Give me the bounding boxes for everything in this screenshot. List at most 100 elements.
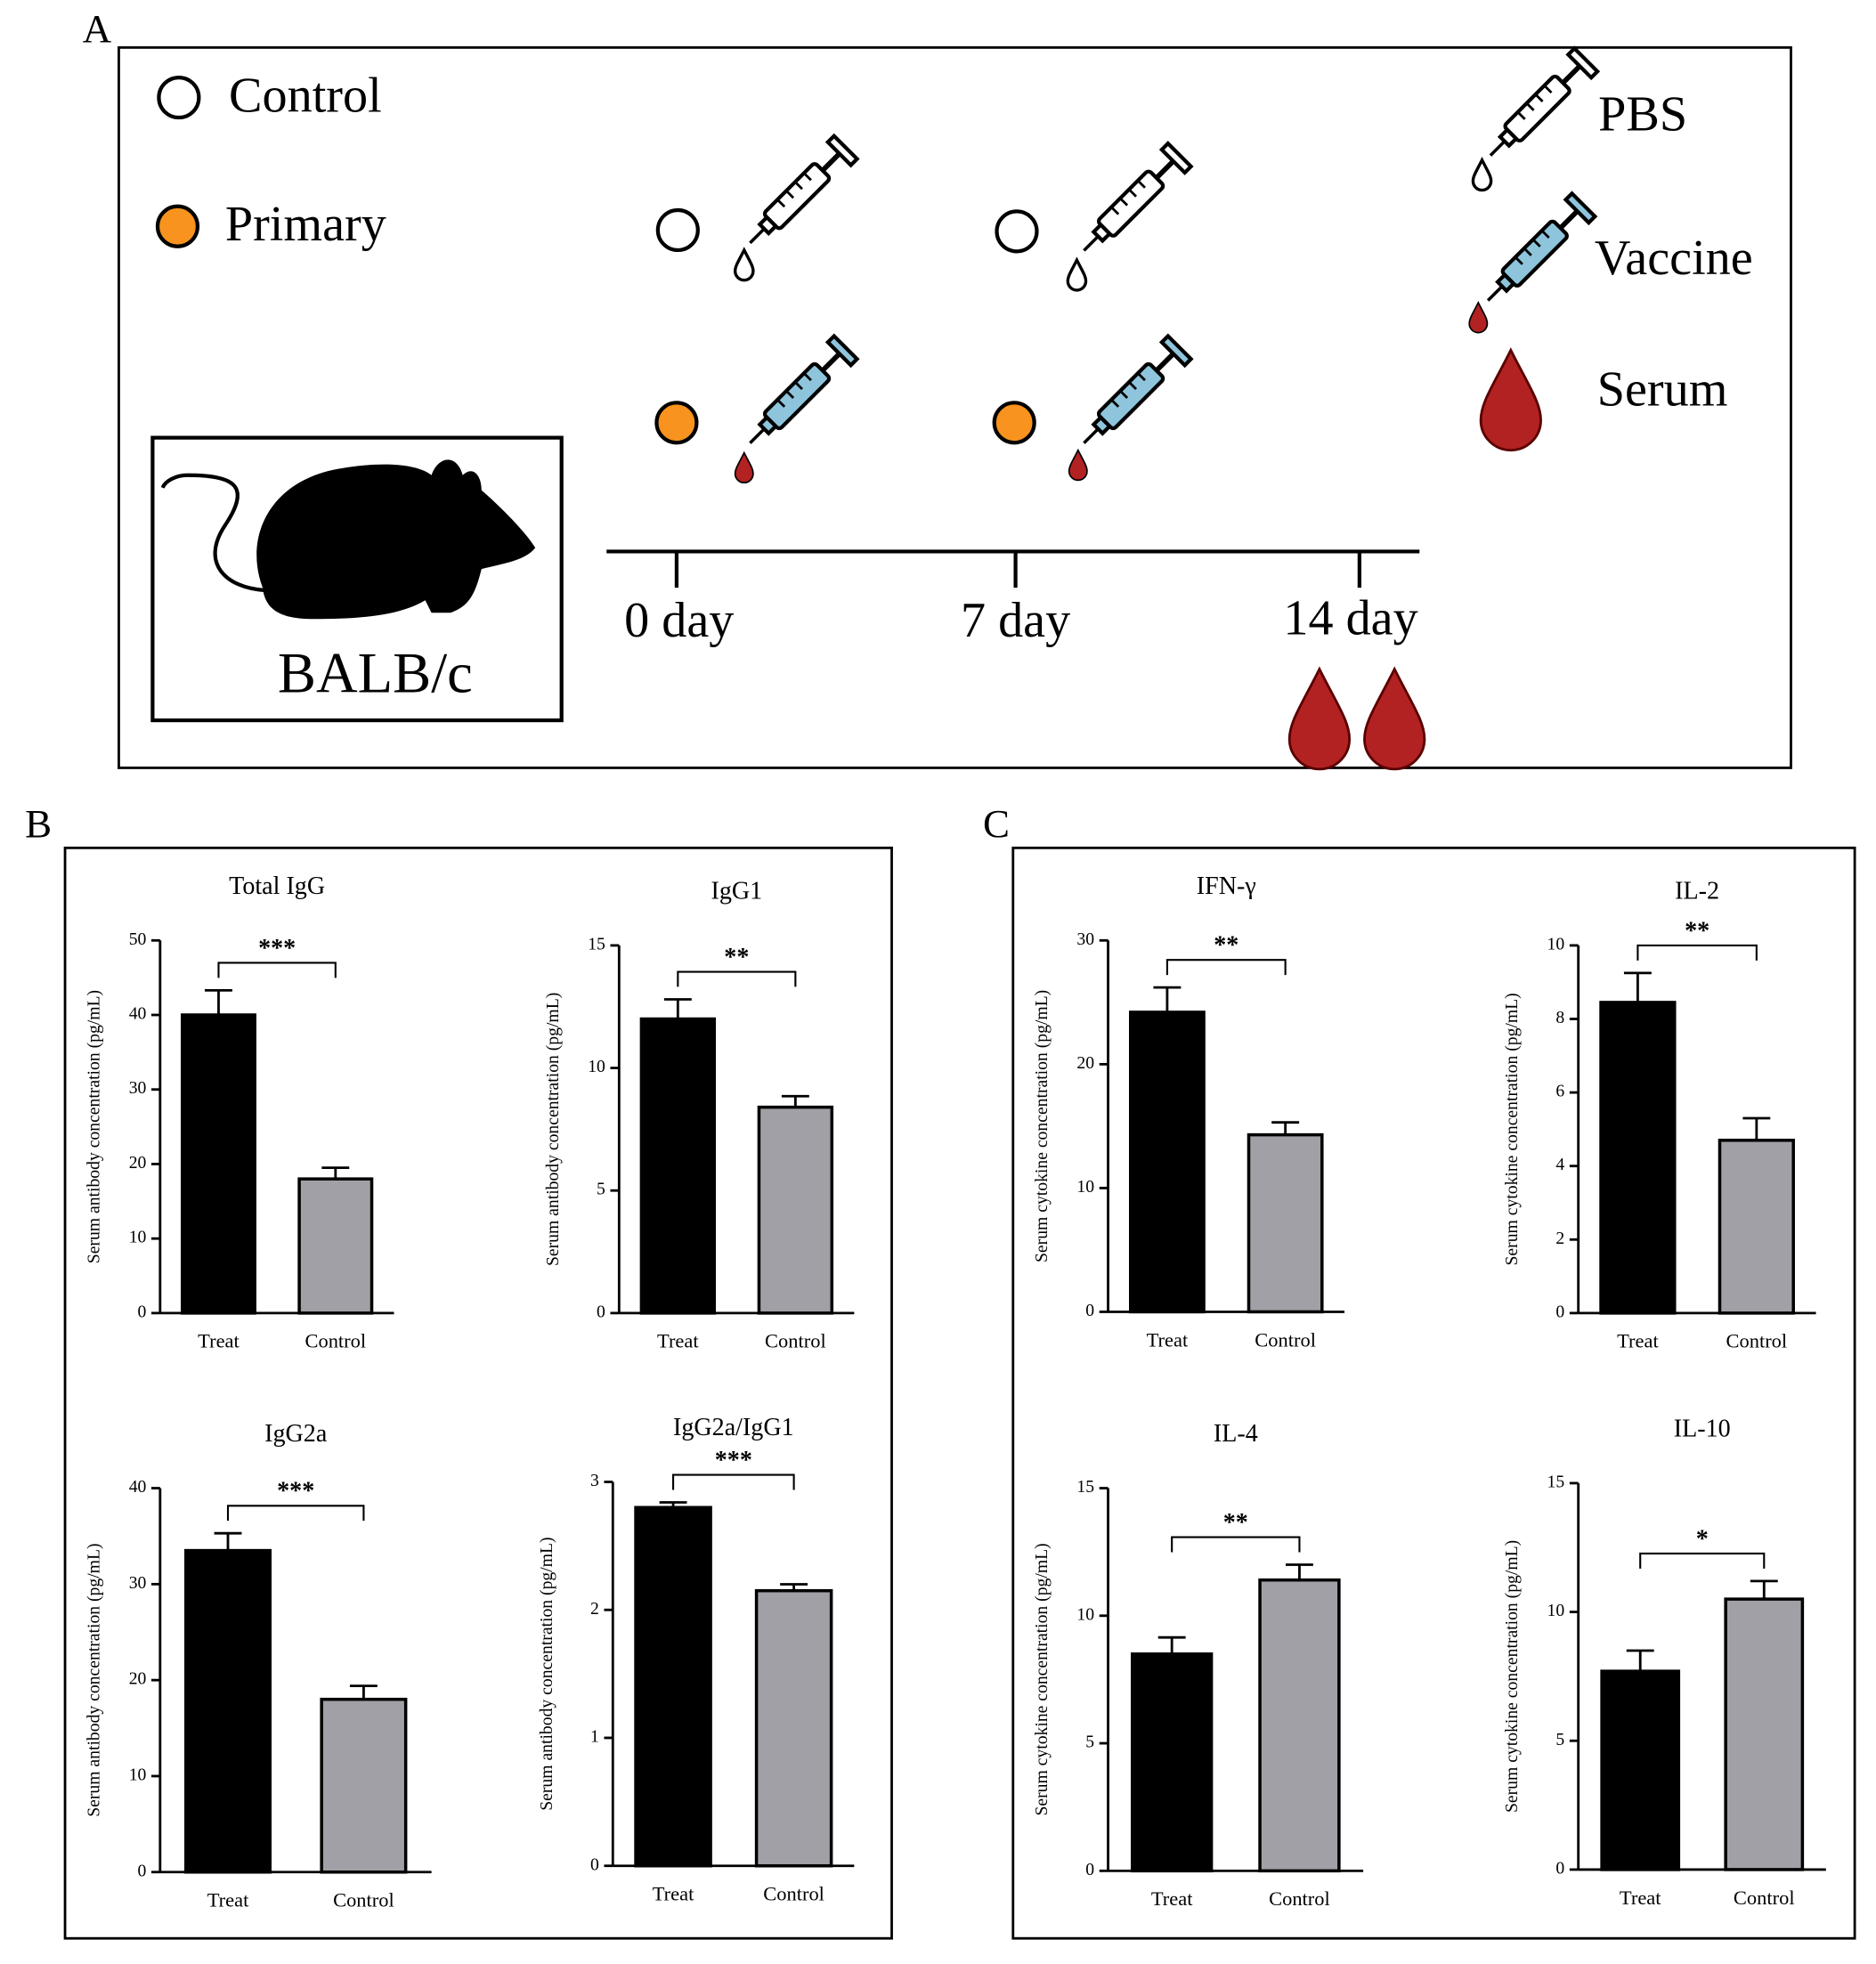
y-axis-label: Serum antibody concentration (pg/mL) bbox=[84, 990, 103, 1263]
drop-icon bbox=[1479, 348, 1542, 452]
y-tick-label: 30 bbox=[1076, 929, 1094, 949]
syringe-icon bbox=[1073, 143, 1191, 262]
panel-label: C bbox=[983, 801, 1010, 846]
legend-marker bbox=[157, 75, 201, 120]
x-tick-label: Control bbox=[1255, 1328, 1316, 1351]
y-tick-label: 2 bbox=[590, 1599, 599, 1619]
bar bbox=[1247, 1132, 1324, 1314]
error-bar bbox=[659, 1501, 687, 1508]
chart-title: IgG2a/IgG1 bbox=[673, 1414, 794, 1441]
x-tick-label: Control bbox=[765, 1330, 826, 1352]
group-marker bbox=[992, 401, 1036, 445]
bar bbox=[754, 1588, 833, 1868]
timeline-label: 7 day bbox=[961, 593, 1070, 648]
y-tick-label: 0 bbox=[1085, 1860, 1094, 1879]
y-tick-label: 15 bbox=[1076, 1477, 1094, 1497]
syringe-icon bbox=[738, 136, 857, 255]
chart-title: IgG1 bbox=[711, 877, 762, 905]
legend-label: Primary bbox=[225, 197, 386, 252]
x-tick-label: Treat bbox=[657, 1330, 699, 1352]
significance-bracket bbox=[1165, 959, 1287, 976]
y-tick-label: 4 bbox=[1555, 1155, 1564, 1174]
y-tick-label: 0 bbox=[1555, 1858, 1564, 1878]
syringe-icon bbox=[738, 336, 857, 454]
chart-title: IL-4 bbox=[1214, 1420, 1258, 1448]
error-bar bbox=[1623, 971, 1652, 1002]
y-tick-label: 1 bbox=[590, 1727, 599, 1747]
y-tick-label: 30 bbox=[129, 1078, 147, 1098]
bar bbox=[1718, 1139, 1795, 1315]
y-axis-label: Serum cytokine concentration (pg/mL) bbox=[1032, 990, 1052, 1262]
y-tick-label: 8 bbox=[1555, 1008, 1564, 1027]
y-tick-label: 2 bbox=[1555, 1229, 1564, 1248]
x-tick-label: Control bbox=[763, 1883, 824, 1905]
drop-icon bbox=[734, 451, 754, 484]
error-bar bbox=[205, 988, 232, 1016]
syringe-icon bbox=[1476, 193, 1595, 312]
y-tick-label: 10 bbox=[129, 1228, 147, 1247]
bar bbox=[181, 1013, 256, 1315]
x-tick-label: Treat bbox=[653, 1883, 694, 1905]
significance-label: ** bbox=[1214, 932, 1238, 960]
error-bar bbox=[1626, 1649, 1654, 1672]
x-tick-label: Treat bbox=[1617, 1330, 1659, 1352]
significance-label: ** bbox=[1223, 1509, 1248, 1537]
significance-label: *** bbox=[715, 1447, 752, 1474]
drop-icon bbox=[733, 248, 755, 282]
y-tick-label: 20 bbox=[1076, 1053, 1094, 1073]
x-tick-label: Control bbox=[1734, 1887, 1795, 1909]
significance-label: *** bbox=[277, 1478, 314, 1505]
y-tick-label: 50 bbox=[129, 929, 147, 949]
y-tick-label: 20 bbox=[129, 1669, 147, 1689]
significance-bracket bbox=[1171, 1536, 1301, 1553]
panel-label: B bbox=[25, 801, 52, 846]
drop-icon bbox=[1471, 158, 1493, 192]
y-axis-label: Serum antibody concentration (pg/mL) bbox=[543, 993, 563, 1266]
error-bar bbox=[663, 998, 692, 1019]
significance-bracket bbox=[217, 962, 337, 978]
drop-icon bbox=[1068, 449, 1088, 482]
key-label: Vaccine bbox=[1595, 231, 1753, 286]
panel-frame bbox=[1011, 846, 1856, 1940]
drop-icon bbox=[1066, 258, 1088, 292]
chart-title: Total IgG bbox=[229, 872, 325, 900]
chart-title: IgG2a bbox=[264, 1420, 328, 1448]
y-tick-label: 15 bbox=[588, 934, 605, 954]
significance-label: * bbox=[1696, 1525, 1709, 1553]
y-tick-label: 10 bbox=[1076, 1604, 1094, 1624]
x-tick-label: Control bbox=[305, 1330, 366, 1352]
y-tick-label: 0 bbox=[138, 1302, 147, 1321]
y-axis-label: Serum cytokine concentration (pg/mL) bbox=[1032, 1543, 1052, 1815]
error-bar bbox=[1271, 1121, 1300, 1135]
significance-bracket bbox=[1639, 1552, 1766, 1569]
significance-bracket bbox=[1636, 944, 1758, 961]
error-bar bbox=[321, 1166, 350, 1180]
significance-bracket bbox=[677, 970, 797, 987]
bar bbox=[634, 1505, 712, 1868]
y-tick-label: 5 bbox=[597, 1180, 605, 1199]
panel-label: A bbox=[83, 6, 112, 51]
bar bbox=[757, 1105, 834, 1315]
x-tick-label: Control bbox=[333, 1889, 394, 1911]
x-tick-label: Treat bbox=[207, 1889, 249, 1911]
x-tick-label: Treat bbox=[1147, 1328, 1189, 1351]
y-tick-label: 0 bbox=[1555, 1302, 1564, 1321]
error-bar bbox=[1285, 1563, 1313, 1580]
syringe-icon bbox=[1073, 336, 1191, 454]
bar bbox=[1724, 1597, 1805, 1871]
significance-label: ** bbox=[724, 944, 749, 971]
panel-frame bbox=[118, 45, 1792, 769]
drop-icon bbox=[1468, 302, 1489, 334]
timeline-label: 14 day bbox=[1283, 590, 1417, 645]
chart-title: IFN-γ bbox=[1197, 872, 1256, 900]
bar bbox=[297, 1177, 374, 1315]
syringe-icon bbox=[1479, 48, 1597, 166]
y-axis-label: Serum antibody concentration (pg/mL) bbox=[537, 1537, 556, 1810]
significance-bracket bbox=[226, 1505, 365, 1522]
y-axis-label: Serum antibody concentration (pg/mL) bbox=[84, 1543, 103, 1816]
y-axis-label: Serum cytokine concentration (pg/mL) bbox=[1502, 993, 1522, 1265]
bar bbox=[1128, 1010, 1206, 1314]
bar bbox=[1600, 1669, 1681, 1871]
bar bbox=[320, 1697, 408, 1874]
group-marker bbox=[995, 209, 1039, 254]
